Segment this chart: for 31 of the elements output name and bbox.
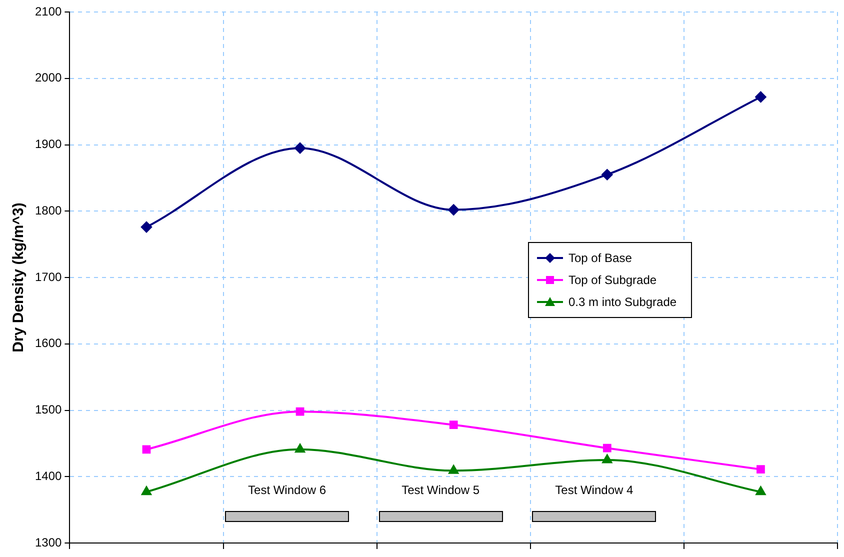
point — [142, 445, 151, 454]
y-tick-label: 1300 — [34, 535, 62, 550]
y-tick-label: 1900 — [34, 137, 62, 152]
point — [602, 444, 612, 452]
y-tick-label: 2100 — [34, 4, 62, 18]
legend-label: Top of Subgrade — [568, 273, 657, 287]
annotation: Test Window 4 — [555, 483, 634, 497]
annotation: Test Window 5 — [402, 483, 480, 497]
point — [296, 407, 304, 416]
y-tick-label: 1800 — [34, 203, 62, 218]
point — [448, 204, 460, 216]
point — [142, 486, 152, 496]
point — [756, 465, 765, 474]
annotation: Test Window 6 — [248, 483, 326, 497]
point — [448, 465, 458, 474]
y-tick-label: 1500 — [34, 402, 62, 417]
point — [602, 454, 612, 464]
point — [602, 169, 613, 180]
point — [140, 222, 152, 233]
point — [295, 444, 305, 453]
y-tick-label: 1400 — [34, 468, 62, 483]
legend-label: Top of Base — [568, 251, 632, 265]
y-axis-title: Dry Density (kg/m^3) — [10, 202, 28, 352]
point — [449, 420, 458, 430]
y-tick-label: 1700 — [34, 270, 62, 284]
point — [755, 91, 766, 102]
legend-label: 0.3 m into Subgrade — [568, 295, 677, 309]
point — [756, 486, 766, 496]
point — [294, 142, 306, 154]
y-tick-label: 2000 — [34, 70, 62, 85]
y-tick-label: 1600 — [34, 336, 62, 350]
